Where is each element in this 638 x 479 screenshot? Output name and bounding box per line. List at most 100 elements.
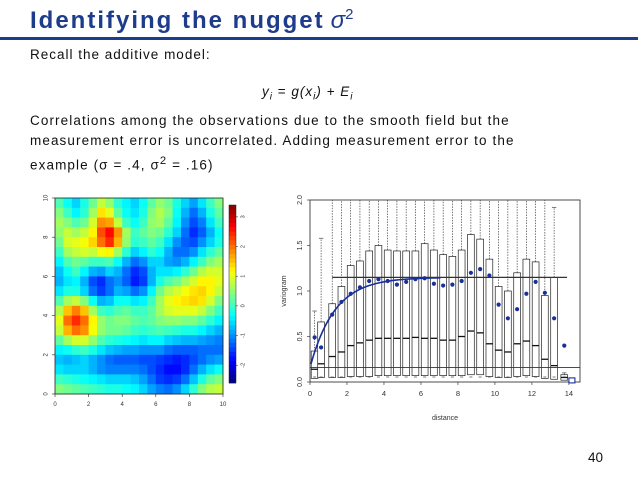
mean-point: [496, 302, 501, 307]
heatmap-y-tick-label: 8: [44, 235, 50, 239]
heatmap-cell: [189, 345, 199, 356]
heatmap-cell: [88, 296, 98, 307]
heatmap-cell: [71, 276, 81, 287]
mean-point: [431, 281, 437, 286]
heatmap-cell: [181, 256, 190, 267]
heatmap-cell: [197, 354, 207, 365]
heatmap-cell: [97, 335, 106, 346]
heatmap-cell: [172, 286, 182, 297]
heatmap-cell: [105, 266, 115, 277]
heatmap-cell: [88, 227, 98, 238]
heatmap-cell: [189, 305, 199, 316]
heatmap-cell: [88, 374, 98, 385]
heatmap-cell: [206, 198, 215, 209]
heatmap-cell: [71, 286, 81, 297]
heatmap-cell: [139, 384, 148, 395]
box-body: [328, 303, 336, 378]
heatmap-x-tick-label: 2: [87, 402, 91, 408]
heatmap-cell: [122, 217, 131, 228]
para-line-3: example (σ = .4, σ2 = .16): [30, 151, 608, 176]
y-tick-label: 1.0: [297, 286, 304, 296]
box-body: [467, 234, 475, 376]
heatmap-cell: [97, 276, 106, 287]
heatmap-cell: [214, 296, 224, 307]
heatmap-cell: [113, 364, 123, 375]
heatmap-cell: [71, 266, 81, 277]
heatmap-cell: [63, 315, 73, 326]
box-last-marker: [568, 377, 576, 384]
heatmap-cell: [122, 296, 131, 307]
colorbar-segment: [229, 245, 236, 250]
para-line-3b: = .16): [167, 157, 214, 173]
heatmap-cell: [80, 345, 89, 356]
heatmap-cell: [139, 247, 148, 258]
colorbar-segment: [229, 276, 236, 281]
title-divider: [0, 37, 638, 40]
heatmap-cell: [147, 217, 157, 228]
mean-point: [562, 343, 567, 348]
heatmap-cell: [80, 266, 89, 277]
colorbar-segment: [229, 307, 236, 313]
heatmap-cell: [113, 198, 123, 209]
colorbar-segment: [229, 351, 236, 357]
heatmap-cell: [105, 305, 115, 316]
box-body: [494, 286, 503, 378]
heatmap-cell: [122, 198, 131, 209]
heatmap-x-tick-label: 4: [121, 402, 125, 408]
heatmap-cell: [130, 237, 140, 248]
heatmap-cell: [113, 276, 123, 287]
heatmap-cell: [172, 305, 182, 316]
heatmap-cell: [71, 315, 81, 326]
heatmap-cell: [122, 207, 131, 218]
colorbar-segment: [229, 227, 236, 232]
heatmap-cell: [97, 296, 106, 307]
heatmap-cell: [130, 286, 140, 297]
heatmap-cell: [214, 374, 224, 385]
heatmap-cell: [139, 217, 148, 228]
heatmap-cell: [105, 315, 115, 326]
box-body: [356, 260, 364, 377]
box-body: [310, 350, 319, 379]
heatmap-cell: [80, 207, 89, 218]
heatmap-cell: [97, 286, 106, 297]
heatmap-cell: [139, 237, 148, 248]
heatmap-cell: [130, 276, 140, 287]
box-body: [485, 258, 494, 377]
heatmap-cell: [155, 364, 165, 375]
heatmap-cell: [147, 345, 157, 356]
colorbar-segment: [229, 320, 236, 326]
heatmap-cell: [55, 305, 64, 316]
heatmap-cell: [181, 305, 190, 316]
model-equation: yi = g(xi) + Ei: [262, 84, 354, 103]
para-line-2: measurement error is uncorrelated. Addin…: [30, 133, 515, 148]
colorbar-segment: [229, 356, 236, 362]
heatmap-cell: [206, 374, 215, 385]
heatmap-cell: [55, 335, 64, 346]
heatmap-cell: [80, 227, 89, 238]
heatmap-cell: [172, 266, 182, 277]
heatmap-cell: [88, 207, 98, 218]
heatmap-cell: [113, 237, 123, 248]
heatmap-cell: [71, 374, 81, 385]
heatmap-cell: [147, 384, 157, 395]
heatmap-cell: [189, 315, 199, 326]
box-body: [531, 261, 540, 377]
heatmap-cell: [164, 237, 173, 248]
heatmap-cell: [71, 325, 81, 336]
heatmap-cell: [105, 345, 115, 356]
heatmap-cell: [206, 207, 215, 218]
heatmap-cell: [206, 354, 215, 365]
heatmap-cell: [181, 364, 190, 375]
heatmap-frame: [54, 197, 224, 395]
heatmap-cell: [105, 384, 115, 395]
heatmap-cell: [189, 384, 199, 395]
heatmap-cell: [130, 364, 140, 375]
colorbar-segment: [229, 369, 236, 375]
x-tick-label: 10: [491, 389, 499, 398]
box-body: [346, 265, 355, 377]
mean-point: [533, 279, 538, 284]
heatmap-cell: [130, 325, 140, 336]
title-sigma: σ: [330, 7, 346, 34]
colorbar-frame: [228, 204, 237, 384]
